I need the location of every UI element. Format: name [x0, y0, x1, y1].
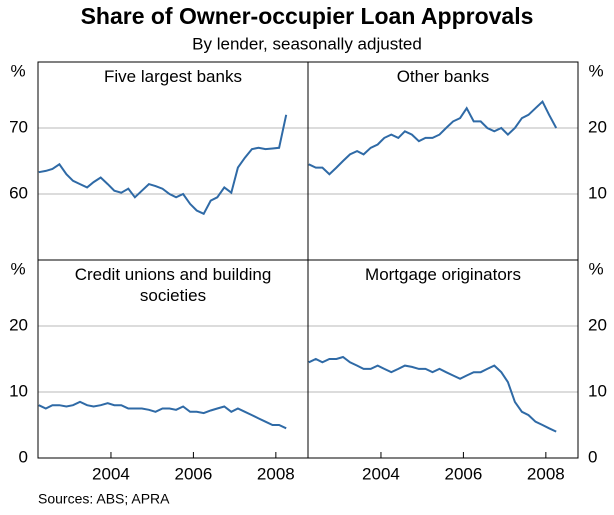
y-tick-label: 20 — [588, 315, 607, 334]
y-tick-label: 10 — [9, 381, 28, 400]
panel-frame — [307, 61, 579, 261]
x-tick-label: 2006 — [444, 464, 482, 483]
y-tick-label: 0 — [588, 447, 597, 466]
x-tick-label: 2006 — [174, 464, 212, 483]
x-tick-label: 2004 — [92, 464, 130, 483]
x-tick-label: 2008 — [527, 464, 565, 483]
y-unit: % — [588, 61, 603, 80]
y-unit: % — [588, 259, 603, 278]
data-line — [38, 400, 287, 430]
subtitle: By lender, seasonally adjusted — [192, 34, 422, 53]
y-tick-label: 10 — [588, 183, 607, 202]
y-tick-label: 60 — [9, 183, 28, 202]
y-tick-label: 20 — [588, 117, 607, 136]
panel-title: Other banks — [396, 67, 490, 86]
panel-title: Mortgage originators — [365, 265, 521, 284]
panel-title: Five largest banks — [104, 67, 242, 86]
x-tick-label: 2004 — [362, 464, 400, 483]
panel-frame — [37, 61, 309, 261]
y-tick-label: 70 — [9, 117, 28, 136]
y-tick-label: 10 — [588, 381, 607, 400]
title: Share of Owner-occupier Loan Approvals — [81, 3, 534, 29]
y-unit: % — [10, 259, 25, 278]
y-unit: % — [10, 61, 25, 80]
panel-title: Credit unions and building societies — [74, 265, 272, 305]
y-tick-label: 20 — [9, 315, 28, 334]
x-tick-label: 2008 — [257, 464, 295, 483]
panel-frame — [307, 259, 579, 459]
y-tick-label: 0 — [19, 447, 28, 466]
data-line — [38, 114, 288, 216]
source: Sources: ABS; APRA — [38, 491, 170, 507]
data-line — [308, 355, 557, 433]
data-line — [308, 99, 558, 176]
